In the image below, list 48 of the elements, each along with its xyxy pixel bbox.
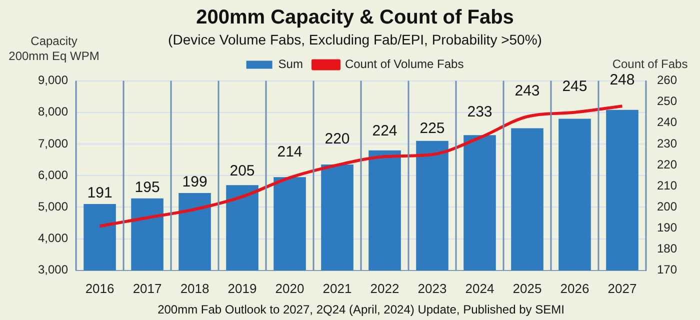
text: 200mm Fab Outlook to 2027, 2Q24 (April, 2024) Update, Published by SEMI — [158, 302, 564, 316]
x-tick-label: 2026 — [560, 280, 590, 296]
data-label: 199 — [182, 174, 208, 191]
y2-tick-label: 230 — [656, 136, 678, 150]
y-tick-label: 7,000 — [38, 136, 68, 150]
chart-title: 200mm Capacity & Count of Fabs — [196, 6, 514, 29]
data-label: 233 — [467, 103, 492, 120]
data-label: 248 — [610, 72, 635, 89]
y2-tick-label: 240 — [656, 115, 678, 130]
y-tick-label: 6,000 — [38, 168, 68, 182]
data-label: 224 — [372, 122, 398, 140]
y2-tick-label: 200 — [656, 200, 678, 214]
x-tick-label: 2022 — [370, 280, 400, 296]
x-tick-label: 2025 — [512, 280, 542, 296]
y2-axis-title: Count of Fabs — [612, 57, 688, 72]
y-tick-label: 3,000 — [38, 262, 68, 277]
y2-tick-label: 250 — [656, 94, 678, 108]
data-label: 220 — [324, 130, 350, 148]
y-tick-label: 5,000 — [38, 200, 68, 214]
data-label: 205 — [230, 162, 255, 180]
data-label: 195 — [134, 178, 160, 196]
data-label: 225 — [420, 120, 445, 138]
y2-tick-label: 220 — [656, 157, 678, 172]
x-tick-label: 2019 — [228, 280, 257, 296]
y-tick-label: 9,000 — [38, 73, 68, 88]
chart-subtitle: (Device Volume Fabs, Excluding Fab/EPI, Probability >50%) — [168, 31, 542, 48]
y-tick-label: 4,000 — [38, 231, 68, 246]
x-tick-label: 2016 — [85, 280, 114, 296]
y2-tick-label: 170 — [656, 262, 678, 277]
x-tick-label: 2027 — [608, 280, 637, 296]
y-tick-label: 8,000 — [38, 104, 68, 119]
data-label: 214 — [277, 143, 302, 160]
x-tick-label: 2017 — [132, 280, 162, 296]
y2-tick-label: 190 — [656, 220, 678, 235]
x-tick-label: 2024 — [465, 280, 494, 296]
data-label: 243 — [514, 82, 540, 100]
y2-tick-label: 260 — [656, 73, 678, 88]
y2-tick-label: 180 — [656, 242, 678, 256]
legend-label: Count of Volume Fabs — [344, 57, 464, 72]
y2-tick-label: 210 — [656, 178, 678, 192]
x-tick-label: 2023 — [418, 280, 447, 296]
x-tick-label: 2021 — [322, 280, 352, 296]
y-axis-title: Capacity 200mm Eq WPM — [8, 34, 100, 64]
x-tick-label: 2018 — [180, 280, 210, 296]
x-tick-label: 2020 — [275, 280, 304, 296]
data-label: 245 — [562, 78, 588, 96]
data-label: 191 — [87, 184, 112, 202]
legend-label: Sum — [278, 57, 303, 72]
